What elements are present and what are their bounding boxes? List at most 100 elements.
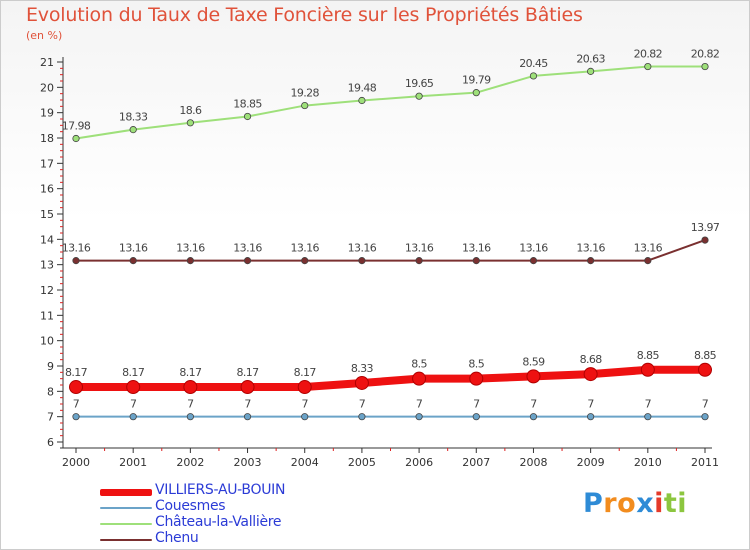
data-label: 13.16 (576, 242, 605, 255)
data-label: 19.28 (290, 87, 319, 100)
data-label: 13.16 (62, 242, 91, 255)
data-point (243, 112, 252, 121)
y-tick-label: 13 (40, 259, 54, 272)
data-label: 7 (130, 398, 137, 411)
data-point (415, 257, 423, 265)
y-tick-label: 21 (40, 56, 54, 69)
data-label: 8.17 (236, 366, 259, 379)
logo-letter: i (677, 488, 688, 519)
data-label: 19.48 (348, 82, 377, 95)
data-label: 13.16 (290, 242, 319, 255)
data-label: 20.82 (634, 48, 663, 61)
x-tick-label: 2006 (405, 456, 433, 469)
data-point (301, 257, 309, 265)
data-point (358, 413, 366, 421)
data-label: 19.65 (405, 77, 434, 90)
x-tick-label: 2011 (691, 456, 719, 469)
data-point (472, 257, 480, 265)
data-point (126, 380, 141, 395)
data-point (529, 413, 538, 421)
data-label: 13.16 (348, 242, 377, 255)
legend-swatch (100, 539, 152, 541)
data-point (243, 413, 252, 421)
data-label: 8.17 (179, 366, 202, 379)
data-point (186, 413, 194, 421)
x-tick-label: 2008 (519, 456, 547, 469)
y-tick-label: 8 (47, 385, 54, 398)
logo-letter: r (603, 488, 618, 519)
logo-letter: o (617, 488, 637, 519)
data-point (240, 380, 255, 395)
legend-swatch (100, 489, 152, 496)
data-label: 20.63 (576, 52, 605, 65)
x-tick-label: 2004 (291, 456, 319, 469)
data-point (129, 257, 137, 265)
data-point (644, 413, 652, 421)
data-label: 20.82 (691, 48, 720, 61)
y-tick-label: 14 (40, 233, 54, 246)
data-point (412, 371, 427, 386)
data-label: 18.33 (119, 111, 148, 124)
x-tick-label: 2009 (577, 456, 605, 469)
data-label: 19.79 (462, 74, 491, 87)
data-point (529, 257, 538, 265)
data-point (129, 413, 137, 421)
y-tick-label: 9 (47, 360, 54, 373)
logo-letter: x (636, 488, 655, 519)
data-label: 18.85 (233, 97, 262, 110)
x-tick-label: 2001 (119, 456, 147, 469)
data-label: 13.16 (119, 242, 148, 255)
data-label: 20.45 (519, 57, 548, 70)
data-label: 7 (645, 398, 652, 411)
data-label: 8.17 (65, 366, 88, 379)
data-point (698, 362, 712, 377)
data-label: 7 (244, 398, 251, 411)
data-point (415, 413, 423, 421)
data-point (186, 119, 194, 127)
data-point (243, 257, 252, 265)
data-point (526, 369, 541, 384)
data-point (358, 96, 366, 105)
y-tick-label: 12 (40, 284, 54, 297)
data-point (701, 62, 709, 71)
y-tick-label: 19 (40, 107, 54, 120)
data-point (358, 257, 366, 265)
data-point (529, 72, 538, 80)
data-point (186, 257, 194, 265)
data-point (72, 134, 80, 143)
y-tick-label: 6 (47, 436, 54, 449)
data-point (701, 236, 709, 244)
series-line (75, 65, 706, 140)
data-point (472, 89, 480, 97)
x-tick-label: 2005 (348, 456, 376, 469)
logo-letter: t (663, 488, 678, 519)
data-point (701, 413, 709, 421)
y-tick-label: 16 (40, 183, 54, 196)
legend-swatch (100, 507, 152, 509)
logo-letter: P (583, 488, 604, 519)
data-label: 13.97 (691, 221, 720, 234)
y-tick-label: 17 (40, 157, 54, 170)
data-label: 7 (587, 398, 594, 411)
y-tick-label: 10 (40, 335, 54, 348)
data-label: 8.17 (294, 366, 317, 379)
data-label: 7 (416, 398, 423, 411)
data-point (69, 380, 83, 395)
data-label: 8.85 (694, 349, 717, 362)
data-label: 13.16 (462, 242, 491, 255)
y-tick-label: 15 (40, 208, 54, 221)
data-point (301, 413, 309, 421)
legend-label: VILLIERS-AU-BOUIN (155, 482, 286, 498)
data-label: 13.16 (233, 242, 262, 255)
data-label: 8.68 (580, 353, 603, 366)
legend-label: Couesmes (155, 498, 226, 514)
data-point (469, 371, 484, 386)
data-label: 8.5 (411, 358, 427, 371)
y-tick-label: 20 (40, 81, 54, 94)
data-point (644, 62, 652, 71)
data-label: 17.98 (62, 120, 91, 133)
data-point (415, 92, 423, 100)
data-label: 7 (359, 398, 366, 411)
